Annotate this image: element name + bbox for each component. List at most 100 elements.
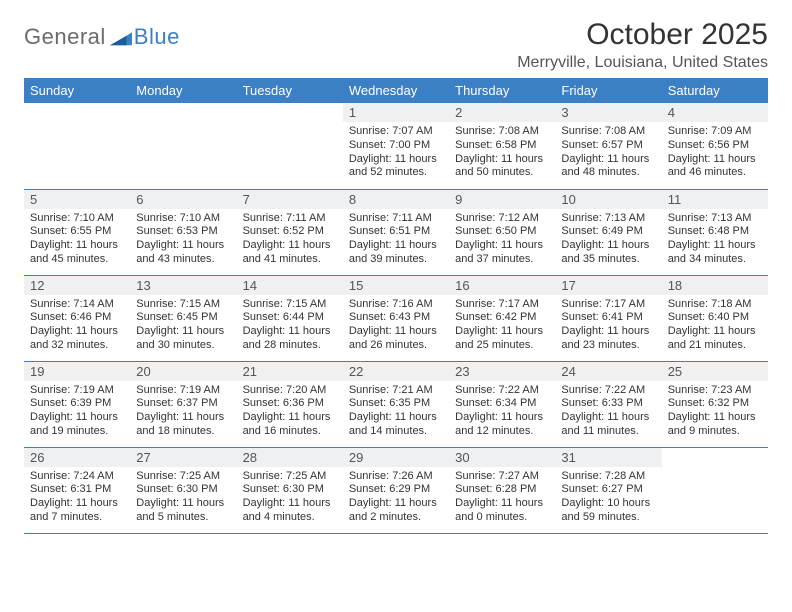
day-header: Monday [130,78,236,103]
sunrise-line: Sunrise: 7:22 AM [561,384,655,398]
day-number: 6 [130,190,236,209]
day-number: 16 [449,276,555,295]
day-details: Sunrise: 7:25 AMSunset: 6:30 PMDaylight:… [136,470,230,525]
day-details: Sunrise: 7:18 AMSunset: 6:40 PMDaylight:… [668,298,762,353]
sunrise-line: Sunrise: 7:07 AM [349,125,443,139]
sunset-line: Sunset: 6:52 PM [243,225,337,239]
daylight-line-2: and 39 minutes. [349,253,443,267]
sunset-line: Sunset: 6:48 PM [668,225,762,239]
sunset-line: Sunset: 6:30 PM [136,483,230,497]
day-details: Sunrise: 7:14 AMSunset: 6:46 PMDaylight:… [30,298,124,353]
sunset-line: Sunset: 7:00 PM [349,139,443,153]
daylight-line-1: Daylight: 11 hours [455,411,549,425]
day-number: 9 [449,190,555,209]
day-details: Sunrise: 7:27 AMSunset: 6:28 PMDaylight:… [455,470,549,525]
daylight-line-2: and 12 minutes. [455,425,549,439]
day-number: 18 [662,276,768,295]
daylight-line-1: Daylight: 11 hours [349,239,443,253]
day-details: Sunrise: 7:11 AMSunset: 6:51 PMDaylight:… [349,212,443,267]
logo-text-blue: Blue [134,24,180,50]
daylight-line-1: Daylight: 11 hours [668,325,762,339]
day-details: Sunrise: 7:07 AMSunset: 7:00 PMDaylight:… [349,125,443,180]
sunset-line: Sunset: 6:39 PM [30,397,124,411]
sunset-line: Sunset: 6:30 PM [243,483,337,497]
sunrise-line: Sunrise: 7:10 AM [30,212,124,226]
sunset-line: Sunset: 6:57 PM [561,139,655,153]
day-details: Sunrise: 7:11 AMSunset: 6:52 PMDaylight:… [243,212,337,267]
day-number: 10 [555,190,661,209]
calendar-table: SundayMondayTuesdayWednesdayThursdayFrid… [24,78,768,534]
day-number: 21 [237,362,343,381]
daylight-line-1: Daylight: 11 hours [668,153,762,167]
calendar-page: General Blue October 2025 Merryville, Lo… [0,0,792,554]
day-number: 1 [343,103,449,122]
day-details: Sunrise: 7:08 AMSunset: 6:57 PMDaylight:… [561,125,655,180]
calendar-cell: 29Sunrise: 7:26 AMSunset: 6:29 PMDayligh… [343,447,449,533]
sunrise-line: Sunrise: 7:16 AM [349,298,443,312]
calendar-cell: 9Sunrise: 7:12 AMSunset: 6:50 PMDaylight… [449,189,555,275]
daylight-line-1: Daylight: 11 hours [136,411,230,425]
sunrise-line: Sunrise: 7:11 AM [349,212,443,226]
day-number: 28 [237,448,343,467]
day-number: 12 [24,276,130,295]
day-number: 30 [449,448,555,467]
sunset-line: Sunset: 6:46 PM [30,311,124,325]
day-details: Sunrise: 7:10 AMSunset: 6:53 PMDaylight:… [136,212,230,267]
daylight-line-2: and 32 minutes. [30,339,124,353]
day-details: Sunrise: 7:16 AMSunset: 6:43 PMDaylight:… [349,298,443,353]
day-number: 24 [555,362,661,381]
sunset-line: Sunset: 6:31 PM [30,483,124,497]
daylight-line-2: and 48 minutes. [561,166,655,180]
day-number: 2 [449,103,555,122]
calendar-cell: 14 Sunrise: 7:15 AMSunset: 6:44 PMDayligh… [237,275,343,361]
daylight-line-1: Daylight: 10 hours [561,497,655,511]
sunrise-line: Sunrise: 7:13 AM [561,212,655,226]
calendar-cell: 7Sunrise: 7:11 AMSunset: 6:52 PMDaylight… [237,189,343,275]
daylight-line-2: and 16 minutes. [243,425,337,439]
sunset-line: Sunset: 6:33 PM [561,397,655,411]
sunrise-line: Sunrise: 7:20 AM [243,384,337,398]
daylight-line-1: Daylight: 11 hours [455,325,549,339]
day-number: 14 [237,276,343,295]
sunset-line: Sunset: 6:40 PM [668,311,762,325]
daylight-line-1: Daylight: 11 hours [349,497,443,511]
day-details: Sunrise: 7:26 AMSunset: 6:29 PMDaylight:… [349,470,443,525]
daylight-line-2: and 28 minutes. [243,339,337,353]
sunrise-line: Sunrise: 7:25 AM [136,470,230,484]
sunrise-line: Sunrise: 7:08 AM [561,125,655,139]
daylight-line-2: and 4 minutes. [243,511,337,525]
calendar-cell: 17Sunrise: 7:17 AMSunset: 6:41 PMDayligh… [555,275,661,361]
daylight-line-1: Daylight: 11 hours [136,325,230,339]
daylight-line-2: and 5 minutes. [136,511,230,525]
header: General Blue October 2025 Merryville, Lo… [24,18,768,72]
day-details: Sunrise: 7:22 AMSunset: 6:33 PMDaylight:… [561,384,655,439]
sunset-line: Sunset: 6:35 PM [349,397,443,411]
daylight-line-2: and 25 minutes. [455,339,549,353]
daylight-line-1: Daylight: 11 hours [668,239,762,253]
location-text: Merryville, Louisiana, United States [517,54,768,72]
calendar-cell: 24 Sunrise: 7:22 AMSunset: 6:33 PMDayligh… [555,361,661,447]
sunset-line: Sunset: 6:27 PM [561,483,655,497]
calendar-row: 19Sunrise: 7:19 AMSunset: 6:39 PMDayligh… [24,361,768,447]
day-number: 8 [343,190,449,209]
calendar-cell: 31Sunrise: 7:28 AMSunset: 6:27 PMDayligh… [555,447,661,533]
daylight-line-1: Daylight: 11 hours [561,239,655,253]
sunrise-line: Sunrise: 7:15 AM [136,298,230,312]
daylight-line-2: and 50 minutes. [455,166,549,180]
calendar-cell: 20Sunrise: 7:19 AMSunset: 6:37 PMDayligh… [130,361,236,447]
sunrise-line: Sunrise: 7:17 AM [455,298,549,312]
daylight-line-1: Daylight: 11 hours [243,239,337,253]
daylight-line-1: Daylight: 11 hours [455,239,549,253]
calendar-cell: 13Sunrise: 7:15 AMSunset: 6:45 PMDayligh… [130,275,236,361]
day-details: Sunrise: 7:15 AMSunset: 6:44 PMDaylight:… [243,298,337,353]
calendar-cell: 22Sunrise: 7:21 AMSunset: 6:35 PMDayligh… [343,361,449,447]
calendar-cell: 25Sunrise: 7:23 AMSunset: 6:32 PMDayligh… [662,361,768,447]
sunrise-line: Sunrise: 7:09 AM [668,125,762,139]
logo-triangle-icon [110,28,132,46]
daylight-line-1: Daylight: 11 hours [30,239,124,253]
sunrise-line: Sunrise: 7:21 AM [349,384,443,398]
month-title: October 2025 [517,18,768,52]
daylight-line-2: and 21 minutes. [668,339,762,353]
day-details: Sunrise: 7:22 AMSunset: 6:34 PMDaylight:… [455,384,549,439]
calendar-cell: 2Sunrise: 7:08 AMSunset: 6:58 PMDaylight… [449,103,555,189]
